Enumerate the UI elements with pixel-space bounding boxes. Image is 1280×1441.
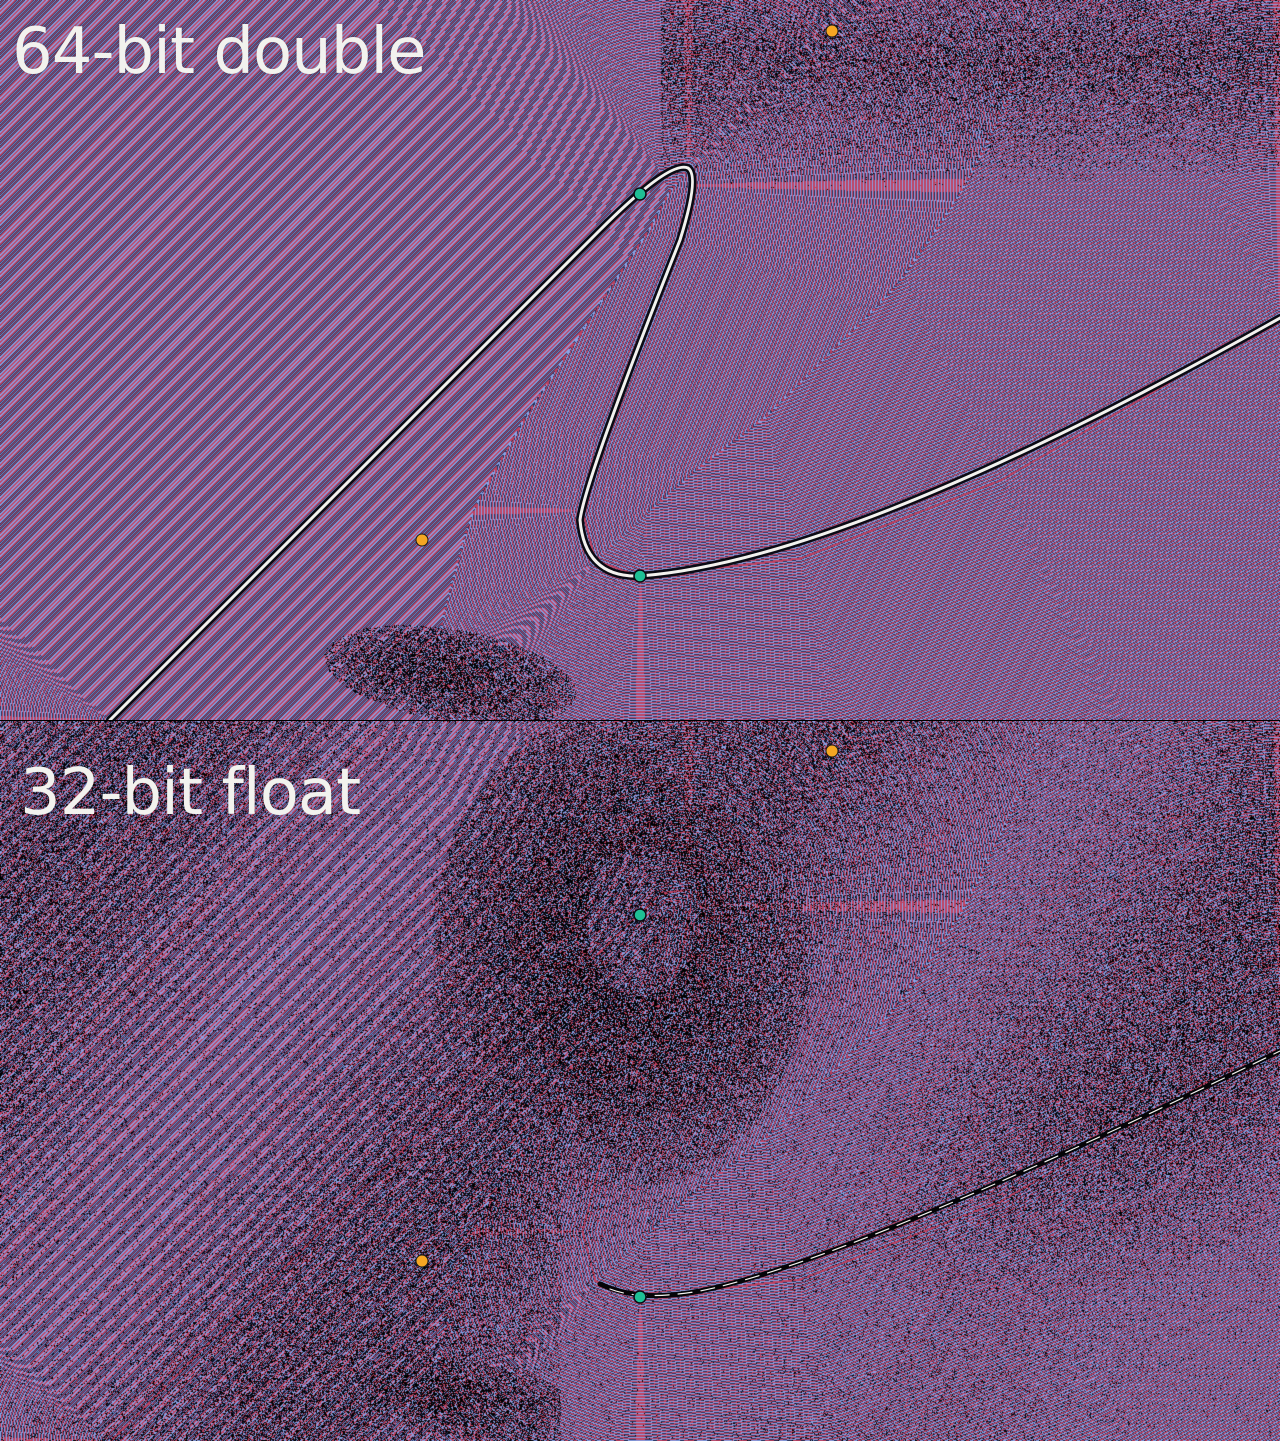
float-precision-panel: 32-bit float [0,721,1280,1441]
curve-overlay-double [106,24,1280,720]
control-point-handle[interactable] [825,744,839,758]
double-precision-panel: 64-bit double [0,0,1280,720]
bezier-curve-fragment [597,1048,1280,1299]
curve-point-handle[interactable] [633,187,647,201]
control-point-handle[interactable] [415,1254,429,1268]
curve-point-handle[interactable] [633,569,647,583]
panel-title: 32-bit float [20,756,361,830]
distance-field-double [0,0,1280,720]
control-point-handle[interactable] [415,533,429,547]
control-point-handle[interactable] [825,24,839,38]
bezier-curve [106,163,1280,720]
panel-divider [0,720,1280,721]
distance-field-float [0,721,1280,1441]
curve-point-handle[interactable] [633,908,647,922]
curve-overlay-float [415,744,1280,1304]
bezier-curve-highlight [108,165,1280,720]
curve-point-handle[interactable] [633,1290,647,1304]
bezier-curve-fragment-highlight [609,1050,1280,1297]
panel-title: 64-bit double [12,15,426,89]
